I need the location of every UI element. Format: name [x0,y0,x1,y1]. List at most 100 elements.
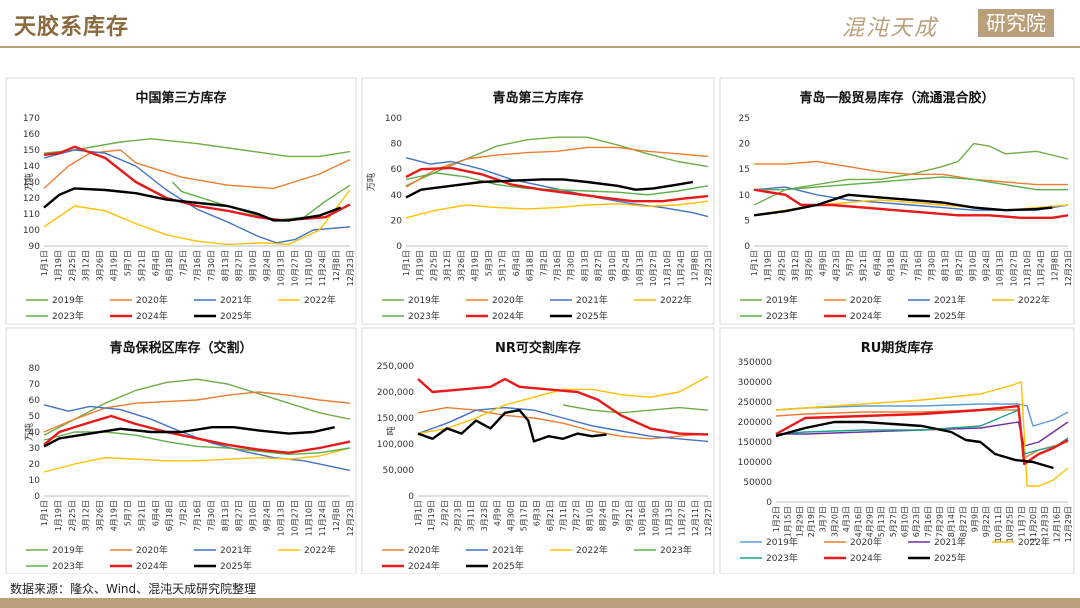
x-tick-label: 12月16日 [1052,506,1061,542]
page-title: 天胶系库存 [14,14,130,40]
y-tick-label: 100000 [738,458,773,468]
y-tick-label: 5 [744,216,750,226]
y-tick-label: 0 [34,492,40,502]
series-line-2022年 [775,381,1069,487]
x-tick-label: 7月16日 [553,250,562,281]
series-line-2019年 [753,142,1069,206]
x-tick-label: 4月19日 [471,250,480,281]
x-tick-label: 1月15日 [784,506,793,537]
legend-label: 2025年 [934,310,966,322]
legend-label: 2024年 [492,310,524,322]
legend-label: 2025年 [220,310,252,322]
x-tick-label: 8月10日 [585,500,594,531]
x-tick-label: 7月2日 [179,250,188,276]
y-tick-label: 20 [739,140,751,150]
x-tick-label: 9月10日 [249,250,258,281]
x-tick-label: 7月16日 [193,250,202,281]
x-tick-label: 8月27日 [955,250,964,281]
legend-label: 2020年 [408,544,440,556]
chart-panel-3: 青岛一般贸易库存（流通混合胶） 0 5 10 15 20 25 1月1日 1月19日 2月25日 3… [719,77,1075,325]
x-tick-label: 12月29日 [1064,506,1073,542]
x-tick-label: 11月24日 [318,500,327,536]
legend-label: 2022年 [576,544,608,556]
chart-panel-5: NR可交割库存 0 50,000 100,000 150,000 200,000 250,0… [361,327,715,574]
x-tick-label: 9月10日 [608,250,617,281]
y-tick-label: 20 [29,460,41,470]
x-tick-label: 9月24日 [982,250,991,281]
x-tick-label: 1月19日 [427,500,436,531]
x-tick-label: 3月26日 [96,500,105,531]
y-tick-label: 50000 [743,478,772,488]
x-tick-label: 1月19日 [54,500,63,531]
series-line-2024年 [405,166,709,203]
x-tick-label: 3月26日 [96,250,105,281]
x-tick-label: 11月10日 [304,500,313,536]
legend-label: 2022年 [1018,294,1050,306]
x-tick-label: 4月19日 [110,500,119,531]
legend-label: 2020年 [492,294,524,306]
y-tick-label: 15 [739,165,750,175]
y-tick-label: 60 [391,165,403,175]
x-tick-label: 7月30日 [207,250,216,281]
x-tick-label: 11月10日 [663,250,672,286]
x-tick-label: 1月1日 [40,500,49,526]
series-line-2019年 [562,404,709,414]
legend-label: 2022年 [304,294,336,306]
chart-frame [361,327,715,574]
x-tick-label: 4月29日 [865,506,874,537]
x-tick-label: 4月9日 [818,250,827,276]
legend-label: 2019年 [52,544,84,556]
x-tick-label: 9月24日 [622,250,631,281]
x-tick-label: 5月7日 [846,250,855,276]
y-tick-label: 90 [29,242,41,252]
x-tick-label: 9月22日 [982,506,991,537]
x-tick-label: 3月12日 [443,250,452,281]
x-tick-label: 3月26日 [457,250,466,281]
y-tick-label: 200000 [738,418,773,428]
x-tick-label: 9月24日 [263,500,272,531]
y-axis-label: 万吨 [23,173,35,191]
legend-label: 2021年 [576,294,608,306]
x-tick-label: 1月1日 [750,250,759,276]
x-tick-label: 3月12日 [82,250,91,281]
y-tick-label: 140 [23,162,40,172]
legend-label: 2021年 [934,536,966,548]
x-tick-label: 12月27日 [704,500,713,536]
x-tick-label: 12月23日 [704,250,713,286]
y-axis-label: 万吨 [365,173,377,191]
x-tick-label: 4月19日 [110,250,119,281]
series-line-2023年 [754,176,1068,191]
x-tick-label: 6月10日 [900,506,909,537]
x-tick-label: 1月19日 [764,250,773,281]
y-axis-label: 吨 [385,426,397,435]
series-line-2020年 [417,406,709,440]
legend-label: 2025年 [220,560,252,572]
chart-title: NR可交割库存 [495,340,581,356]
legend-label: 2025年 [492,560,524,572]
x-tick-label: 10月13日 [635,250,644,286]
legend-label: 2021年 [220,294,252,306]
y-tick-label: 150,000 [377,414,414,424]
y-tick-label: 150000 [738,438,773,448]
x-tick-label: 3月12日 [791,250,800,281]
legend-label: 2022年 [660,294,692,306]
y-tick-label: 130 [23,178,40,188]
legend-label: 2024年 [850,552,882,564]
x-tick-label: 2月25日 [68,250,77,281]
chart-title: 青岛一般贸易库存（流通混合胶） [799,90,994,106]
x-tick-label: 7月27日 [572,500,581,531]
series-line-2023年 [171,181,351,222]
series-line-2022年 [405,200,709,219]
series-line-2025年 [405,178,694,199]
footer-bar [0,598,1080,608]
x-tick-label: 12月23日 [346,500,355,536]
legend-label: 2020年 [850,294,882,306]
legend-label: 2021年 [934,294,966,306]
chart-panel-2: 青岛第三方库存 0 20 40 60 80 100 万吨 1月1日 1月19日 2月25日 3月12日… [361,77,715,325]
x-tick-label: 7月16日 [914,250,923,281]
brand-logo: 混沌天成 [841,16,938,41]
x-tick-label: 8月13日 [580,250,589,281]
x-tick-label: 6月3日 [533,500,542,526]
x-tick-label: 6月4日 [512,250,521,276]
x-tick-label: 10月27日 [1009,250,1018,286]
